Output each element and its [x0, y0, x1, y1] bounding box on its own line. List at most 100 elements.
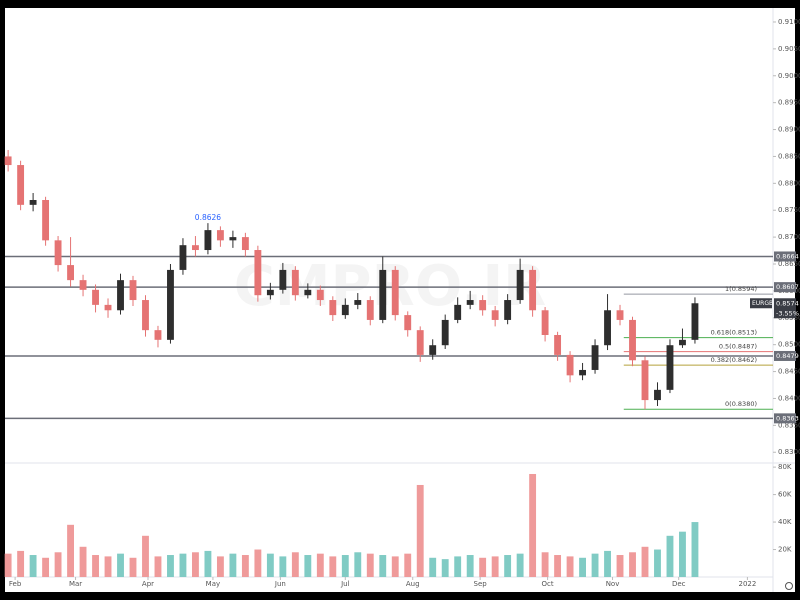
volume-bar	[142, 535, 149, 577]
y-tick-label: 0.90500	[778, 45, 800, 53]
volume-bar	[604, 550, 611, 577]
candle-body	[516, 269, 524, 301]
candle-body	[167, 269, 174, 340]
y-tick-label: 0.88000	[778, 179, 800, 187]
volume-bar	[579, 557, 586, 577]
y-tick-label: 0.90000	[778, 72, 800, 80]
volume-bar	[454, 556, 462, 577]
candle-body	[67, 265, 74, 281]
y-tick-label: 0.83500	[778, 421, 800, 429]
candle-body	[254, 250, 262, 296]
volume-bar	[254, 549, 262, 577]
x-tick-label: Jul	[340, 580, 350, 588]
volume-bar	[167, 555, 174, 577]
settings-icon[interactable]	[785, 582, 793, 590]
volume-bar	[354, 552, 362, 577]
candle-body	[404, 315, 412, 331]
candle-body	[216, 230, 224, 241]
fib-label: 0(0.8380)	[725, 400, 757, 408]
volume-bar	[179, 553, 187, 577]
candle-body	[679, 339, 686, 346]
candle-body	[654, 389, 661, 401]
volume-bar	[541, 552, 549, 577]
volume-tick-label: 20K	[778, 546, 792, 554]
volume-bar	[54, 552, 62, 577]
x-tick-label: Apr	[142, 580, 154, 588]
volume-bar	[129, 557, 137, 577]
y-tick-label: 0.86500	[778, 260, 800, 268]
volume-bar	[29, 555, 37, 577]
x-tick-label: Mar	[69, 580, 82, 588]
volume-bar	[366, 553, 374, 577]
volume-bar	[641, 546, 649, 577]
y-tick-label: 0.87500	[778, 206, 800, 214]
candle-body	[579, 369, 586, 376]
volume-bar	[441, 559, 449, 577]
candle-body	[17, 165, 25, 205]
volume-bar	[666, 535, 674, 577]
y-tick-label: 0.84500	[778, 368, 800, 376]
candle-body	[554, 334, 562, 355]
volume-bar	[291, 552, 299, 577]
chart-background	[5, 8, 795, 592]
symbol-tag	[750, 298, 772, 309]
volume-bar	[679, 531, 686, 577]
candle-body	[129, 280, 137, 301]
volume-tick-label: 40K	[778, 518, 792, 526]
candle-body	[341, 304, 349, 316]
volume-bar	[279, 556, 287, 577]
volume-bar	[192, 552, 199, 577]
volume-bar	[154, 556, 162, 577]
volume-bar	[391, 556, 399, 577]
volume-bar	[416, 484, 424, 577]
y-tick-label: 0.83000	[778, 448, 800, 456]
candle-body	[304, 289, 312, 296]
level-label: 0.8664	[776, 252, 799, 260]
level-tag	[774, 282, 796, 293]
y-tick-label: 0.89000	[778, 126, 800, 134]
candle-body	[29, 200, 37, 205]
symbol-label: EURGBP	[752, 300, 777, 307]
volume-bar	[629, 552, 636, 577]
volume-bar	[529, 473, 537, 577]
volume-bar	[479, 557, 487, 577]
candle-body	[504, 300, 512, 320]
candle-body	[329, 300, 337, 316]
volume-bar	[42, 557, 50, 577]
x-tick-label: Nov	[606, 580, 620, 588]
volume-bar	[491, 556, 499, 577]
fib-label: 0.382(0.8462)	[711, 356, 757, 364]
level-tag	[774, 350, 796, 361]
candle-body	[192, 245, 199, 251]
candle-body	[441, 319, 449, 346]
fib-label: 0.618(0.8513)	[711, 329, 757, 337]
volume-bar	[379, 555, 387, 577]
level-label: 0.8479	[776, 352, 799, 360]
volume-bar	[67, 524, 74, 577]
candle-body	[591, 345, 599, 370]
candle-body	[629, 319, 636, 361]
level-label: 0.8363	[776, 414, 799, 422]
volume-bar	[466, 555, 474, 577]
level-tag	[774, 413, 796, 424]
candle-body	[391, 269, 399, 316]
volume-bar	[241, 555, 249, 577]
candle-body	[42, 200, 50, 241]
volume-bar	[654, 549, 661, 577]
candle-body	[379, 269, 387, 320]
candle-body	[266, 289, 274, 296]
candle-body	[154, 330, 162, 340]
candle-body	[354, 300, 362, 305]
volume-bar	[566, 556, 574, 577]
volume-bar	[229, 553, 237, 577]
candle-body	[142, 300, 149, 331]
volume-bar	[616, 555, 624, 577]
candle-body	[479, 300, 487, 311]
candle-body	[466, 300, 474, 305]
candle-body	[316, 289, 324, 301]
candle-body	[429, 345, 437, 355]
candle-body	[179, 245, 187, 270]
fib-label: 0.5(0.8487)	[719, 343, 757, 351]
x-tick-label: Jun	[274, 580, 286, 588]
